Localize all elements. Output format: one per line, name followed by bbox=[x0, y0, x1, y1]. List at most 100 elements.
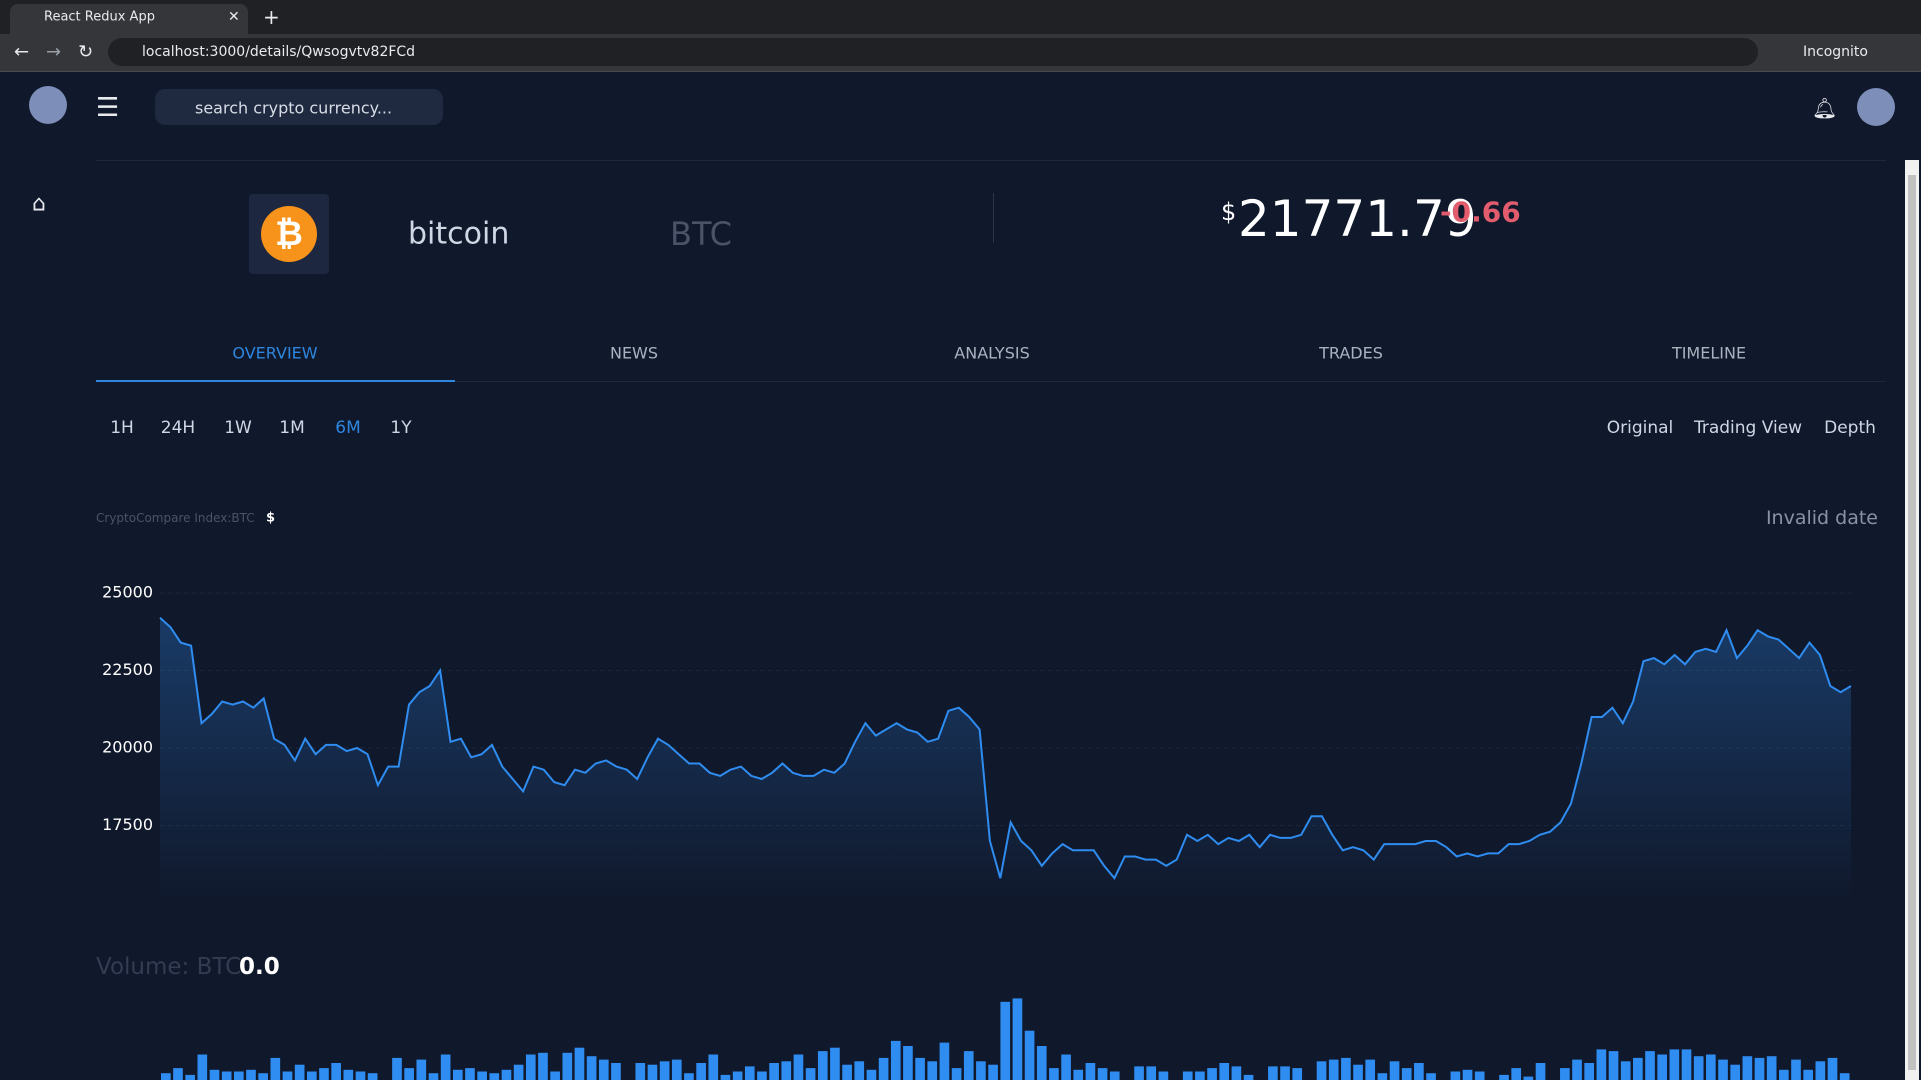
volume-bar bbox=[611, 1063, 621, 1080]
range-button[interactable]: 1Y bbox=[390, 418, 412, 438]
price-line bbox=[159, 617, 1852, 881]
volume-bar bbox=[1584, 1063, 1595, 1080]
volume-bar bbox=[659, 1061, 670, 1080]
volume-bar bbox=[793, 1054, 804, 1080]
view-button[interactable]: Depth bbox=[1824, 418, 1876, 438]
range-button[interactable]: 6M bbox=[335, 418, 361, 438]
chart-source: CryptoCompare Index:BTC bbox=[96, 511, 255, 525]
address-bar: ← → ↻ localhost:3000/details/Qwsogvtv82F… bbox=[0, 34, 1921, 72]
forward-button[interactable]: → bbox=[46, 41, 62, 63]
search-box[interactable] bbox=[155, 89, 443, 125]
volume-bar bbox=[1620, 1061, 1631, 1080]
volume-bar bbox=[1669, 1049, 1680, 1080]
range-button[interactable]: 24H bbox=[160, 418, 196, 438]
price: 21771.79 bbox=[1238, 190, 1477, 248]
volume-bar bbox=[1268, 1066, 1278, 1080]
currency-sign: $ bbox=[1221, 198, 1237, 226]
y-tick-label: 22500 bbox=[102, 660, 153, 679]
tab[interactable]: TIMELINE bbox=[1671, 343, 1747, 363]
volume-bar bbox=[513, 1064, 524, 1080]
volume-bar bbox=[1657, 1054, 1668, 1080]
user-avatar[interactable] bbox=[1857, 88, 1895, 126]
volume-bar bbox=[1158, 1071, 1169, 1080]
volume-bar bbox=[586, 1056, 597, 1080]
view-button[interactable]: Original bbox=[1606, 418, 1674, 438]
volume-bar bbox=[1085, 1063, 1096, 1080]
price-change: -0.66 bbox=[1440, 195, 1521, 229]
reload-button[interactable]: ↻ bbox=[78, 41, 94, 63]
avatar[interactable] bbox=[29, 86, 67, 124]
volume-bar bbox=[1730, 1064, 1741, 1080]
omnibox[interactable] bbox=[108, 38, 1758, 66]
volume-bar bbox=[343, 1069, 354, 1080]
volume-bar bbox=[404, 1068, 414, 1080]
volume-bar bbox=[1596, 1049, 1607, 1080]
volume-bar bbox=[392, 1057, 402, 1080]
chart-currency: $ bbox=[266, 510, 276, 526]
back-button[interactable]: ← bbox=[14, 41, 30, 63]
range-button[interactable]: 1W bbox=[224, 418, 252, 438]
volume-bar bbox=[1328, 1059, 1339, 1080]
volume-bar bbox=[1839, 1073, 1850, 1080]
price-area bbox=[160, 617, 1851, 906]
range-button[interactable]: 1H bbox=[110, 418, 134, 438]
scrollbar-thumb[interactable] bbox=[1908, 175, 1916, 1070]
volume-bar bbox=[294, 1064, 305, 1080]
volume-bar bbox=[1231, 1066, 1242, 1080]
volume-bar bbox=[1572, 1059, 1582, 1080]
volume-bar bbox=[1073, 1069, 1084, 1080]
volume-bar bbox=[1426, 1073, 1436, 1080]
volume-bar bbox=[1207, 1068, 1217, 1080]
volume-bar bbox=[1779, 1069, 1789, 1080]
new-tab[interactable]: + bbox=[263, 5, 280, 29]
volume-bar bbox=[209, 1069, 220, 1080]
volume-bar bbox=[1341, 1057, 1351, 1080]
volume-bar bbox=[1353, 1064, 1363, 1080]
volume-bar bbox=[1024, 1030, 1035, 1080]
volume-bar bbox=[878, 1057, 889, 1080]
volume-bar bbox=[732, 1071, 743, 1080]
volume-bar bbox=[550, 1071, 560, 1080]
tab[interactable]: ANALYSIS bbox=[954, 343, 1030, 363]
search-placeholder: search crypto currency... bbox=[195, 98, 393, 118]
volume-bar bbox=[246, 1069, 256, 1080]
profile-label[interactable]: Incognito bbox=[1803, 44, 1868, 60]
volume-bar bbox=[1292, 1068, 1303, 1080]
volume-bar bbox=[1365, 1059, 1376, 1080]
volume-bar bbox=[1474, 1071, 1485, 1080]
volume-bar bbox=[525, 1054, 536, 1080]
view-button[interactable]: Trading View bbox=[1693, 418, 1803, 438]
y-tick-label: 25000 bbox=[102, 583, 153, 602]
menu-button[interactable]: ☰ bbox=[96, 93, 120, 123]
y-tick-label: 17500 bbox=[102, 815, 153, 834]
volume-bar bbox=[1012, 998, 1023, 1080]
volume-bar bbox=[939, 1042, 950, 1080]
volume-bar bbox=[684, 1073, 694, 1080]
volume-bar bbox=[1462, 1069, 1473, 1080]
tab-close[interactable]: ✕ bbox=[228, 9, 240, 25]
volume-bar bbox=[331, 1063, 341, 1080]
volume-bar bbox=[1608, 1051, 1619, 1080]
notifications[interactable]: 🔔︎ bbox=[1812, 96, 1838, 120]
volume-bar bbox=[1766, 1056, 1777, 1080]
volume-bar bbox=[282, 1071, 293, 1080]
tab[interactable]: OVERVIEW bbox=[232, 343, 318, 363]
volume-bar bbox=[744, 1066, 755, 1080]
tab[interactable]: TRADES bbox=[1319, 343, 1383, 363]
volume-bar bbox=[1450, 1071, 1461, 1080]
range-button[interactable]: 1M bbox=[279, 418, 305, 438]
volume-bar bbox=[161, 1073, 171, 1080]
tab[interactable]: NEWS bbox=[609, 343, 659, 363]
volume-bar bbox=[173, 1068, 183, 1080]
volume-bar bbox=[817, 1051, 828, 1080]
volume-bar bbox=[197, 1054, 208, 1080]
browser-tab[interactable] bbox=[10, 4, 248, 34]
volume-bar bbox=[708, 1054, 719, 1080]
volume-bar bbox=[1754, 1057, 1765, 1080]
volume-bar bbox=[903, 1046, 913, 1080]
home-button[interactable]: ⌂ bbox=[32, 191, 46, 217]
coin-name: bitcoin bbox=[408, 216, 510, 252]
url[interactable]: localhost:3000/details/Qwsogvtv82FCd bbox=[142, 44, 416, 60]
